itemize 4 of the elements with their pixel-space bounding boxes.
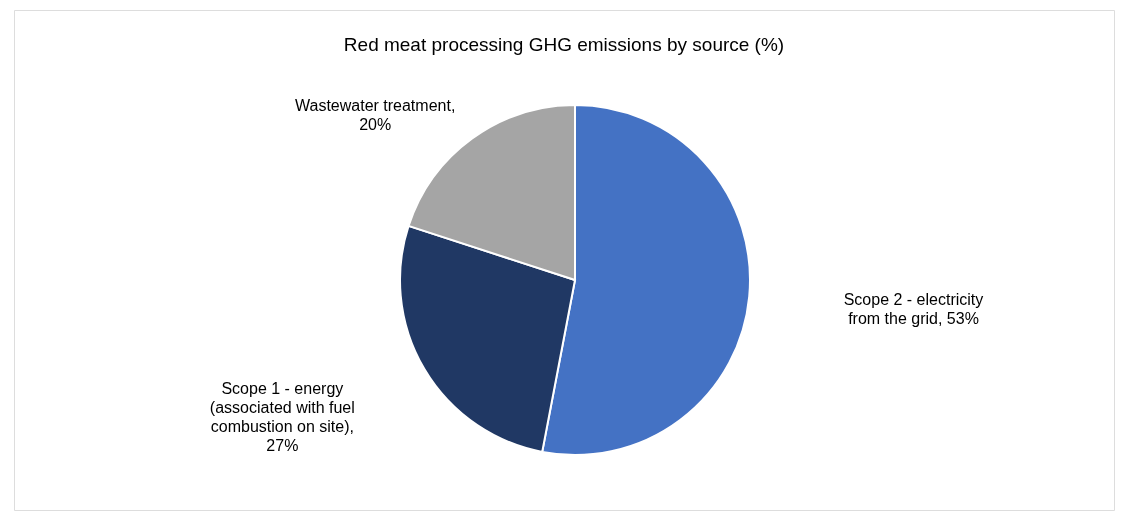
slice-label: Scope 1 - energy (associated with fuel combustion on site), 27% [209,380,355,455]
chart-title: Red meat processing GHG emissions by source (%) [343,34,785,55]
slice-label: Wastewater treatment, 20% [294,97,456,134]
slice-label: Scope 2 - electricity from the grid, 53% [843,291,984,328]
